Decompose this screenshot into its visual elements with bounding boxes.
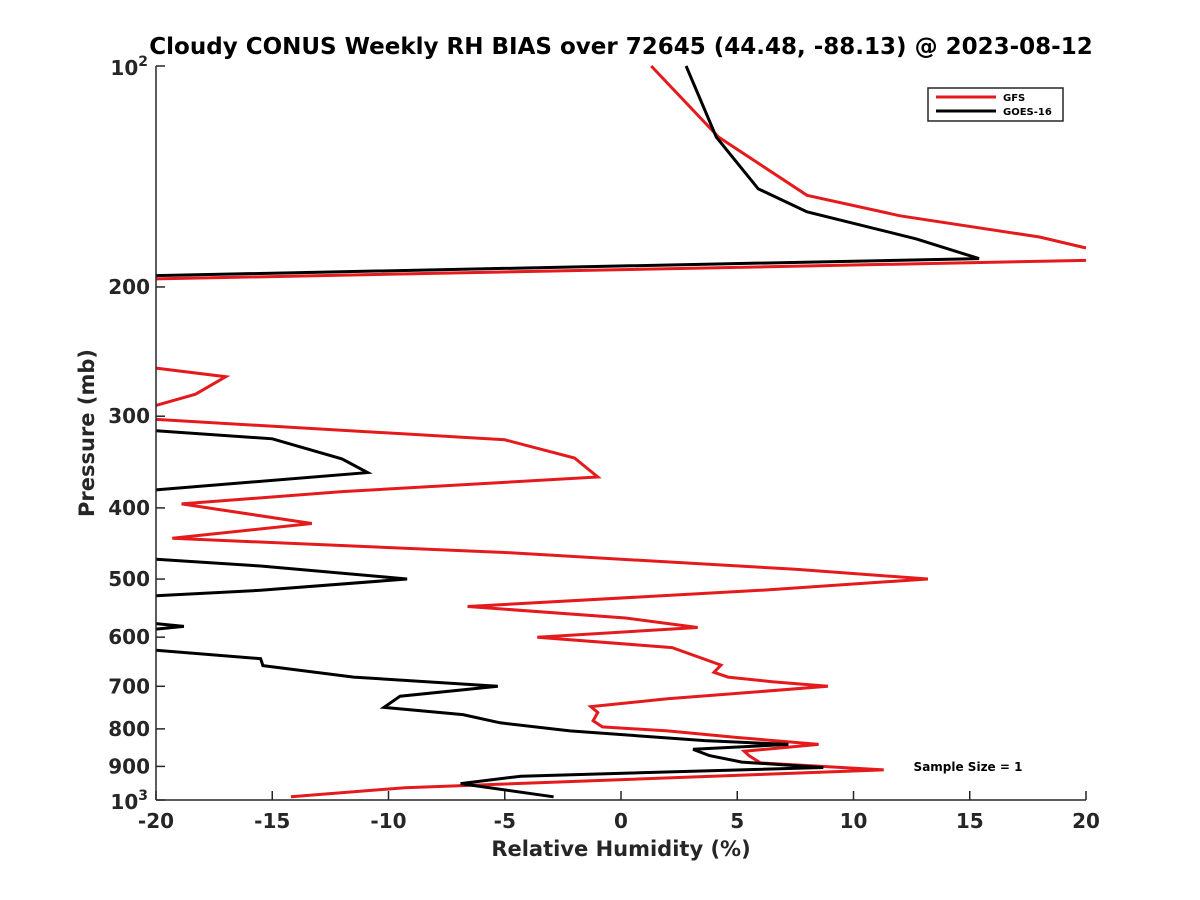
series-goes-16-segment-4 [155,622,185,631]
y-tick-label: 400 [108,496,150,520]
sample-size-annotation: Sample Size = 1 [914,760,1023,774]
y-axis-label: Pressure (mb) [75,349,99,517]
series-gfs-segment-1 [650,64,1087,250]
y-tick-label: 103 [110,788,148,814]
x-tick-label: -10 [370,809,406,833]
x-tick-label: 20 [1072,809,1100,833]
legend-label: GOES-16 [1003,107,1052,118]
x-tick-label: 0 [614,809,628,833]
y-tick-label: 300 [108,404,150,428]
x-axis-label: Relative Humidity (%) [491,837,750,861]
y-tick-label: 700 [108,674,150,698]
series-goes-16-segment-3 [155,557,408,598]
y-tick-label: 600 [108,625,150,649]
x-tick-label: 10 [840,809,868,833]
x-tick-label: -15 [254,809,290,833]
series-gfs-segment-2 [155,258,1087,281]
series-goes-16-segment-5 [155,648,824,799]
legend: GFS GOES-16 [927,87,1064,122]
y-tick-label: 200 [108,275,150,299]
y-tick-label: 900 [108,754,150,778]
series-layer [155,64,1087,799]
axes-layer: -20 -15 -10 -5 0 5 10 15 20 102 200 300 400 500 600 700… [108,54,1100,833]
x-tick-label: -20 [138,809,174,833]
y-tick-label: 500 [108,567,150,591]
series-gfs-segment-3 [155,366,231,407]
x-tick-label: 15 [956,809,984,833]
series-goes-16-segment-1 [155,65,980,278]
x-tick-label: -5 [494,809,516,833]
y-tick-label: 800 [108,717,150,741]
legend-label: GFS [1003,93,1025,104]
legend-box [927,87,1064,122]
y-tick-label: 102 [110,54,148,80]
series-goes-16-segment-2 [155,429,373,492]
chart-title: Cloudy CONUS Weekly RH BIAS over 72645 (… [149,34,1092,60]
x-tick-label: 5 [730,809,744,833]
series-gfs-segment-4 [155,417,929,799]
